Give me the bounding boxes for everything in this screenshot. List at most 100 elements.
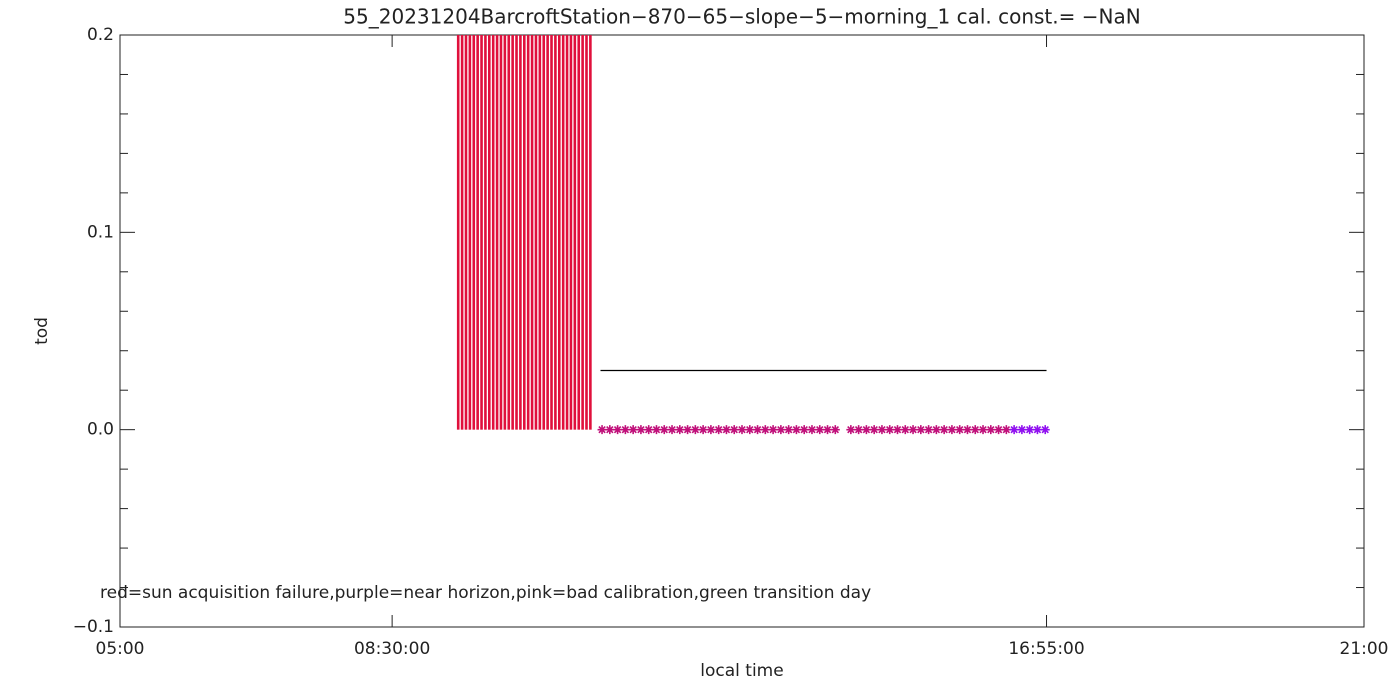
bar [581, 35, 584, 430]
x-tick-label: 16:55:00 [1008, 639, 1084, 659]
point [729, 425, 739, 435]
point [799, 425, 809, 435]
bar [542, 35, 546, 430]
point [931, 425, 941, 435]
bar [557, 35, 561, 430]
point [815, 425, 825, 435]
bar [511, 35, 514, 430]
bar [484, 35, 487, 430]
point [830, 425, 840, 435]
point [854, 425, 864, 435]
annotation: red=sun acquisition failure,purple=near … [100, 583, 871, 603]
point [651, 425, 661, 435]
bar [526, 35, 530, 430]
x-tick-label: 08:30:00 [354, 639, 430, 659]
y-tick-label: 0.1 [87, 222, 114, 242]
point [636, 425, 646, 435]
point [706, 425, 716, 435]
bar [488, 35, 491, 430]
point [900, 425, 910, 435]
bar [464, 35, 468, 430]
bar [565, 35, 569, 430]
point [823, 425, 833, 435]
point [745, 425, 755, 435]
point [620, 425, 630, 435]
point [1025, 425, 1035, 435]
point [721, 425, 731, 435]
point [893, 425, 902, 435]
point [698, 425, 708, 435]
point [807, 425, 817, 435]
point [1009, 425, 1019, 435]
x-tick-label: 21:00 [1340, 639, 1389, 659]
bar [460, 35, 464, 430]
point [978, 425, 988, 435]
point [869, 425, 879, 435]
bar [491, 35, 495, 430]
point [885, 425, 895, 435]
bar [573, 35, 577, 430]
bar [503, 35, 507, 430]
bar [530, 35, 534, 430]
point [1032, 425, 1042, 435]
point [791, 425, 801, 435]
point [768, 425, 778, 435]
bar [585, 35, 588, 430]
chart-title: 55_20231204BarcroftStation−870−65−slope−… [343, 5, 1140, 29]
point [753, 425, 763, 435]
point [683, 425, 693, 435]
point [675, 425, 685, 435]
y-axis-label: tod [32, 317, 52, 345]
point [644, 425, 654, 435]
point [597, 425, 607, 435]
point [605, 425, 615, 435]
point [994, 425, 1004, 435]
bar [546, 35, 549, 430]
bar [456, 35, 460, 430]
point [924, 425, 934, 435]
point [613, 425, 623, 435]
point [916, 425, 926, 435]
bar [519, 35, 522, 430]
bar [577, 35, 581, 430]
bar [472, 35, 476, 430]
bar [538, 35, 542, 430]
y-tick-label: −0.1 [73, 617, 114, 637]
plot-frame [119, 34, 1365, 628]
point [970, 425, 980, 435]
point [784, 425, 794, 435]
y-tick-label: 0.2 [87, 25, 114, 45]
bar [480, 35, 483, 430]
bar [515, 35, 518, 430]
point [1017, 425, 1027, 435]
point [659, 425, 669, 435]
point [962, 425, 972, 435]
point [1040, 425, 1050, 435]
point [714, 425, 724, 435]
point [908, 425, 918, 435]
bar [569, 35, 573, 430]
point [760, 425, 770, 435]
point [955, 425, 965, 435]
point [690, 425, 700, 435]
x-tick-label: 05:00 [96, 639, 145, 659]
x-axis-label: local time [700, 661, 783, 681]
bar [534, 35, 538, 430]
bar [507, 35, 511, 430]
bar [550, 35, 553, 430]
bar [495, 35, 499, 430]
plot-area [456, 35, 1050, 435]
bar [468, 35, 472, 430]
bar [561, 35, 565, 430]
point [628, 425, 638, 435]
point [939, 425, 949, 435]
point [861, 425, 871, 435]
point [877, 425, 887, 435]
point [667, 425, 677, 435]
point [986, 425, 996, 435]
point [846, 425, 856, 435]
bar [589, 35, 592, 430]
bar [499, 35, 503, 430]
